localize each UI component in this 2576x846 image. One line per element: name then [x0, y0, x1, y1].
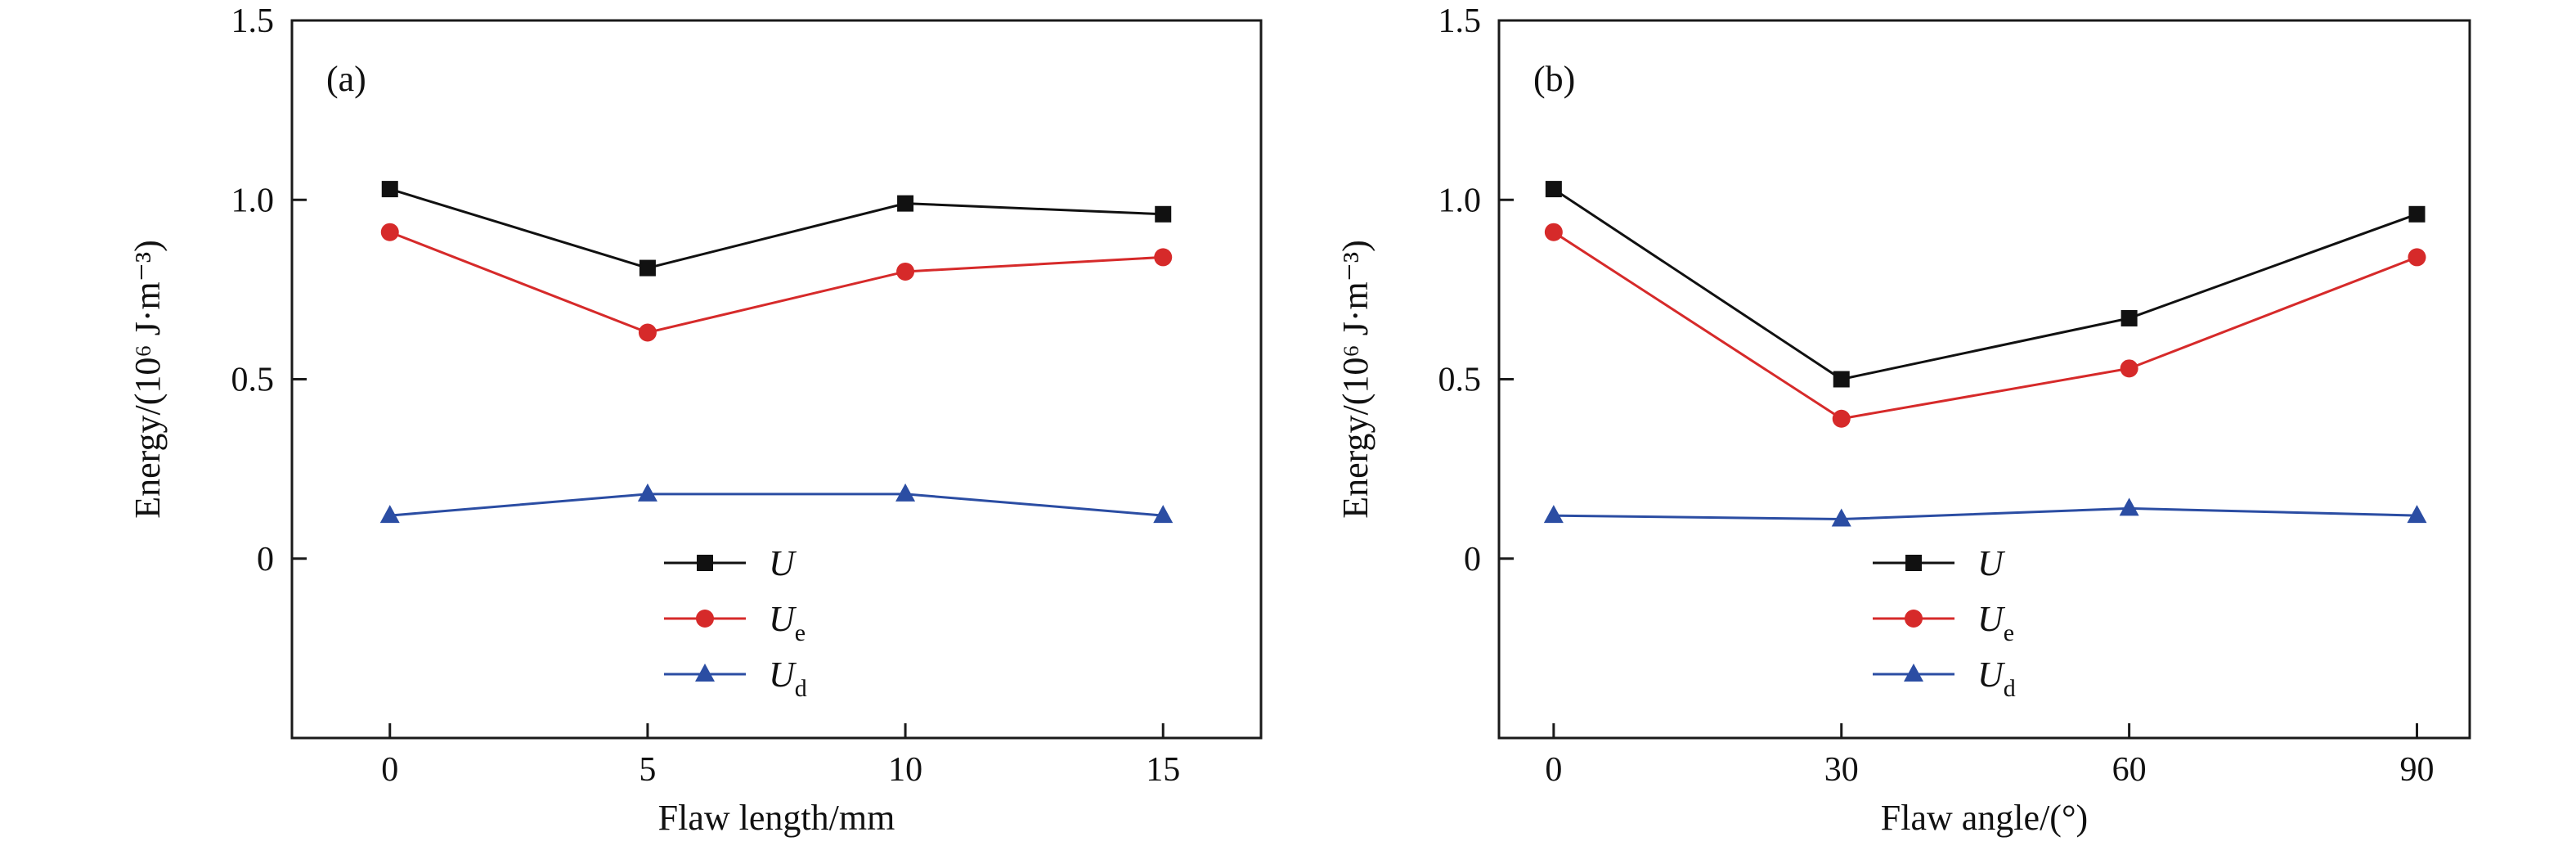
- data-point-u: [1545, 181, 1562, 198]
- data-point-u: [897, 195, 914, 212]
- x-tick-label: 90: [2399, 751, 2434, 789]
- y-tick-label: 1.0: [231, 182, 275, 219]
- chart-panel-b: 0 0.5 1.0 1.5 0 30 60 90 Flaw angle/(°) Energy/(1…: [1335, 2, 2471, 838]
- series-line-u: [1553, 187, 2417, 381]
- legend-marker-u: [697, 555, 713, 571]
- legend-subscript: e: [2004, 619, 2014, 646]
- chart-panel-a: 0 0.5 1.0 1.5 0 5 10 15 Flaw length/mm Energy/(10…: [128, 2, 1263, 838]
- legend-marker-ue: [1905, 610, 1923, 628]
- data-point-ue: [896, 262, 915, 281]
- legend-symbol: U: [769, 543, 797, 583]
- data-point-ud: [637, 483, 657, 502]
- series-line-ue: [1553, 231, 2418, 421]
- series-line-u: [389, 187, 1164, 270]
- x-tick-label: 30: [1824, 751, 1859, 789]
- y-tick-label: 0.5: [1438, 362, 1482, 399]
- data-point-ue: [1544, 223, 1563, 241]
- data-point-u: [1155, 205, 1172, 223]
- x-tick-label: 0: [381, 751, 398, 789]
- legend-label-ud: Ud: [1977, 655, 2016, 702]
- legend-symbol: U: [769, 599, 797, 639]
- data-point-ud: [379, 505, 400, 524]
- data-point-ue: [1832, 409, 1851, 428]
- data-point-ue: [380, 223, 399, 241]
- data-point-ud: [1543, 505, 1564, 524]
- data-point-ud: [1831, 508, 1851, 527]
- x-tick-label: 0: [1545, 751, 1562, 789]
- data-point-ue: [1154, 248, 1173, 267]
- series-line-ue: [389, 231, 1164, 335]
- data-point-ud: [2407, 505, 2427, 524]
- x-tick-label: 60: [2112, 751, 2147, 789]
- series-line-ud: [389, 493, 1164, 517]
- y-tick-label: 0.5: [231, 362, 275, 399]
- y-axis-label: Energy/(10⁶ J·m⁻³): [128, 240, 168, 519]
- legend-marker-ue: [696, 610, 714, 628]
- y-tick-label: 0: [257, 541, 274, 578]
- legend-label-u: U: [769, 543, 797, 583]
- x-tick-label: 10: [888, 751, 922, 789]
- panel-label: (a): [326, 59, 366, 99]
- y-tick-label: 1.0: [1438, 182, 1482, 219]
- legend-subscript: d: [795, 675, 807, 702]
- data-point-ud: [1153, 505, 1174, 524]
- legend-subscript: e: [795, 619, 806, 646]
- legend-marker-u: [1905, 555, 1922, 571]
- y-tick-label: 0: [1464, 541, 1481, 578]
- legend-symbol: U: [769, 655, 797, 695]
- legend-subscript: d: [2004, 675, 2016, 702]
- legend-label-u: U: [1977, 543, 2006, 583]
- data-point-ue: [638, 323, 657, 342]
- legend-symbol: U: [1977, 599, 2006, 639]
- x-axis-label: Flaw length/mm: [658, 798, 895, 838]
- legend-marker-ud: [695, 664, 715, 682]
- data-point-u: [2120, 309, 2138, 326]
- data-point-u: [381, 181, 398, 198]
- legend-label-ue: Ue: [769, 599, 806, 646]
- y-axis-label: Energy/(10⁶ J·m⁻³): [1335, 240, 1376, 519]
- legend-symbol: U: [1977, 543, 2006, 583]
- data-point-u: [1833, 371, 1850, 388]
- y-tick-label: 1.5: [231, 2, 275, 40]
- legend-label-ud: Ud: [769, 655, 807, 702]
- data-point-ue: [2120, 359, 2138, 378]
- data-point-u: [2408, 205, 2426, 223]
- data-point-u: [639, 259, 656, 277]
- legend-symbol: U: [1977, 655, 2006, 695]
- x-tick-label: 5: [639, 751, 656, 789]
- x-axis-label: Flaw angle/(°): [1881, 798, 2088, 838]
- legend-marker-ud: [1904, 664, 1923, 682]
- data-point-ue: [2408, 248, 2426, 267]
- series-line-ud: [1553, 506, 2417, 521]
- x-tick-label: 15: [1146, 751, 1180, 789]
- data-point-ud: [2119, 497, 2139, 516]
- legend-label-ue: Ue: [1977, 599, 2014, 646]
- y-tick-label: 1.5: [1438, 2, 1482, 40]
- panel-label: (b): [1533, 59, 1575, 99]
- data-point-ud: [895, 483, 916, 502]
